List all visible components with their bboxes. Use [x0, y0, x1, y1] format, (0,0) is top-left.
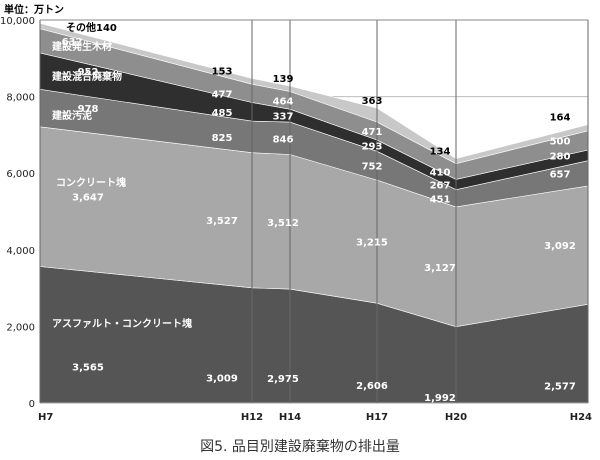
y-axis-tick-labels: 0 2,000 4,000 6,000 8,000 10,000 — [0, 16, 35, 410]
y-tick-label: 10,000 — [0, 16, 35, 27]
x-tick-label: H17 — [366, 412, 388, 423]
data-label: 3,127 — [424, 263, 456, 274]
y-tick-label: 4,000 — [6, 246, 35, 257]
data-label: 2,577 — [544, 382, 576, 393]
data-label: 451 — [430, 194, 451, 205]
series-name-label: 建設発生木材 — [51, 40, 112, 53]
chart-caption: 図5. 品目別建設廃棄物の排出量 — [200, 438, 400, 455]
x-tick-label: H24 — [570, 412, 592, 423]
data-label: 485 — [212, 108, 233, 119]
data-label: 3,512 — [267, 218, 299, 229]
series-name-label: その他140 — [66, 21, 117, 34]
stacked-areas — [39, 22, 589, 404]
data-label: 267 — [430, 181, 451, 192]
series-name-label: アスファルト・コンクリート塊 — [52, 317, 192, 330]
data-label: 363 — [362, 96, 383, 107]
data-label: 978 — [78, 104, 99, 115]
unit-label: 単位：万トン — [4, 3, 64, 16]
data-label: 477 — [212, 89, 233, 100]
data-label: 3,009 — [206, 373, 238, 384]
data-label: 3,565 — [72, 363, 104, 374]
data-label: 3,092 — [544, 241, 576, 252]
x-tick-label: H7 — [38, 412, 53, 423]
data-label: 410 — [430, 168, 451, 179]
data-label: 825 — [212, 133, 233, 144]
data-label: 464 — [273, 96, 294, 107]
data-label: 1,992 — [424, 393, 456, 404]
data-label: 3,215 — [356, 238, 388, 249]
data-label: 3,527 — [206, 216, 238, 227]
y-tick-label: 8,000 — [6, 93, 35, 104]
data-labels: 3,565 3,009 2,975 2,606 1,992 2,577 3,647 3,527… — [62, 37, 576, 404]
data-label: 632 — [62, 37, 83, 48]
data-label: 134 — [430, 147, 451, 158]
y-tick-label: 2,000 — [6, 322, 35, 333]
x-tick-label: H20 — [445, 412, 467, 423]
x-axis-tick-labels: H7 H12 H14 H17 H20 H24 — [38, 412, 592, 423]
vertical-gridlines — [39, 19, 589, 403]
data-label: 153 — [212, 66, 233, 77]
data-label: 752 — [362, 162, 383, 173]
y-tick-label: 6,000 — [6, 169, 35, 180]
data-label: 164 — [550, 113, 571, 124]
x-tick-label: H12 — [241, 412, 263, 423]
data-label: 657 — [550, 169, 571, 180]
x-tick-label: H14 — [279, 412, 301, 423]
data-label: 500 — [550, 136, 571, 147]
data-label: 846 — [273, 134, 294, 145]
series-name-label: コンクリート塊 — [56, 176, 126, 189]
data-label: 337 — [273, 112, 294, 123]
data-label: 952 — [78, 67, 99, 78]
data-label: 2,975 — [267, 374, 299, 385]
data-label: 293 — [362, 142, 383, 153]
series-name-label: 建設汚泥 — [51, 109, 92, 122]
data-label: 471 — [362, 127, 383, 138]
y-tick-label: 0 — [29, 399, 35, 410]
data-label: 280 — [550, 151, 571, 162]
data-label: 2,606 — [356, 381, 388, 392]
data-label: 3,647 — [72, 193, 104, 204]
series-name-label: 建設混合廃棄物 — [51, 70, 122, 83]
data-label: 139 — [273, 74, 294, 85]
